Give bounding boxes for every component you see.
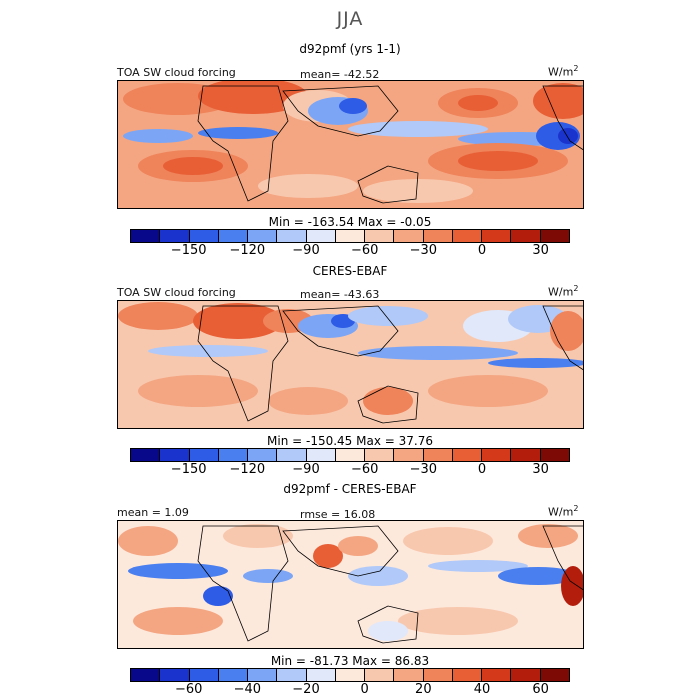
colorbar-swatch — [218, 230, 249, 242]
panel3-colorbar — [130, 668, 570, 682]
panel2-variable-label: TOA SW cloud forcing — [117, 286, 236, 299]
colorbar-swatch — [248, 230, 278, 242]
colorbar-tick-label: 30 — [532, 462, 549, 477]
panel2-title: CERES-EBAF — [312, 264, 388, 278]
panel1-variable-label: TOA SW cloud forcing — [117, 66, 236, 79]
colorbar-tick-label: −60 — [350, 243, 379, 258]
colorbar-swatch — [365, 669, 395, 681]
panel1-units: W/m2 — [548, 64, 579, 79]
colorbar-tick-label: 0 — [477, 462, 487, 477]
colorbar-swatch — [160, 669, 190, 681]
colorbar-swatch — [218, 669, 249, 681]
colorbar-swatch — [131, 230, 161, 242]
panel3-title: d92pmf - CERES-EBAF — [283, 482, 417, 496]
panel3-map-field — [118, 521, 583, 648]
panel2-colorbar-ticks: −150 −120 −90 −60 −30 0 30 — [130, 462, 570, 478]
panel1-colorbar — [130, 229, 570, 243]
colorbar-tick-label: −90 — [292, 462, 320, 477]
colorbar-swatch — [452, 669, 483, 681]
colorbar-swatch — [306, 230, 336, 242]
colorbar-tick-label: −30 — [409, 243, 438, 258]
colorbar-tick-label: 40 — [473, 682, 491, 697]
panel1-mean-label: mean= -42.52 — [300, 68, 380, 81]
colorbar-swatch — [365, 230, 395, 242]
colorbar-swatch — [306, 669, 336, 681]
colorbar-tick-label: −30 — [409, 462, 438, 477]
colorbar-tick-label: −150 — [170, 243, 207, 258]
colorbar-swatch — [160, 449, 190, 461]
panel1-map-field — [118, 81, 583, 208]
season-title: JJA — [336, 8, 364, 30]
colorbar-swatch — [394, 669, 424, 681]
colorbar-swatch — [277, 230, 307, 242]
panel1-title: d92pmf (yrs 1-1) — [299, 42, 401, 56]
colorbar-swatch — [482, 449, 512, 461]
colorbar-swatch — [540, 669, 569, 681]
colorbar-swatch — [423, 449, 453, 461]
colorbar-swatch — [189, 230, 219, 242]
colorbar-tick-label: 0 — [477, 243, 487, 258]
colorbar-tick-label: −60 — [174, 682, 203, 697]
colorbar-tick-label: −90 — [292, 243, 320, 258]
colorbar-swatch — [131, 449, 161, 461]
colorbar-swatch — [218, 449, 249, 461]
colorbar-swatch — [335, 669, 366, 681]
colorbar-swatch — [452, 449, 483, 461]
colorbar-swatch — [277, 449, 307, 461]
colorbar-tick-label: −40 — [233, 682, 262, 697]
colorbar-tick-label: −20 — [292, 682, 320, 697]
colorbar-swatch — [335, 449, 366, 461]
colorbar-swatch — [131, 669, 161, 681]
colorbar-swatch — [189, 449, 219, 461]
panel2-mean-label: mean= -43.63 — [300, 288, 380, 301]
colorbar-swatch — [482, 669, 512, 681]
colorbar-tick-label: −120 — [229, 243, 266, 258]
panel2-colorbar — [130, 448, 570, 462]
colorbar-swatch — [482, 230, 512, 242]
colorbar-swatch — [277, 669, 307, 681]
panel3-mean-label: mean = 1.09 — [117, 506, 189, 519]
colorbar-swatch — [511, 230, 541, 242]
panel1-map — [117, 80, 584, 209]
colorbar-swatch — [394, 230, 424, 242]
colorbar-swatch — [335, 230, 366, 242]
panel1-colorbar-ticks: −150 −120 −90 −60 −30 0 30 — [130, 243, 570, 259]
colorbar-swatch — [248, 449, 278, 461]
colorbar-swatch — [394, 449, 424, 461]
panel2-map-field — [118, 301, 583, 428]
colorbar-swatch — [306, 449, 336, 461]
colorbar-tick-label: 0 — [360, 682, 369, 697]
panel3-units: W/m2 — [548, 504, 579, 519]
panel3-colorbar-ticks: −60 −40 −20 0 20 40 60 — [130, 682, 570, 698]
panel2-map — [117, 300, 584, 429]
colorbar-swatch — [540, 230, 569, 242]
panel2-units: W/m2 — [548, 284, 579, 299]
panel3-map — [117, 520, 584, 649]
panel3-rmse-label: rmse = 16.08 — [300, 508, 376, 521]
colorbar-tick-label: 20 — [415, 682, 432, 697]
colorbar-tick-label: 60 — [532, 682, 549, 697]
panel1-minmax: Min = -163.54 Max = -0.05 — [268, 215, 432, 229]
colorbar-swatch — [189, 669, 219, 681]
colorbar-swatch — [452, 230, 483, 242]
panel3-minmax: Min = -81.73 Max = 86.83 — [270, 654, 430, 668]
colorbar-tick-label: −120 — [229, 462, 266, 477]
colorbar-swatch — [511, 669, 541, 681]
colorbar-tick-label: −150 — [170, 462, 207, 477]
colorbar-swatch — [365, 449, 395, 461]
colorbar-swatch — [423, 669, 453, 681]
colorbar-swatch — [248, 669, 278, 681]
colorbar-swatch — [160, 230, 190, 242]
colorbar-swatch — [540, 449, 569, 461]
colorbar-swatch — [511, 449, 541, 461]
colorbar-tick-label: 30 — [532, 243, 549, 258]
colorbar-tick-label: −60 — [350, 462, 379, 477]
colorbar-swatch — [423, 230, 453, 242]
panel2-minmax: Min = -150.45 Max = 37.76 — [267, 434, 433, 448]
